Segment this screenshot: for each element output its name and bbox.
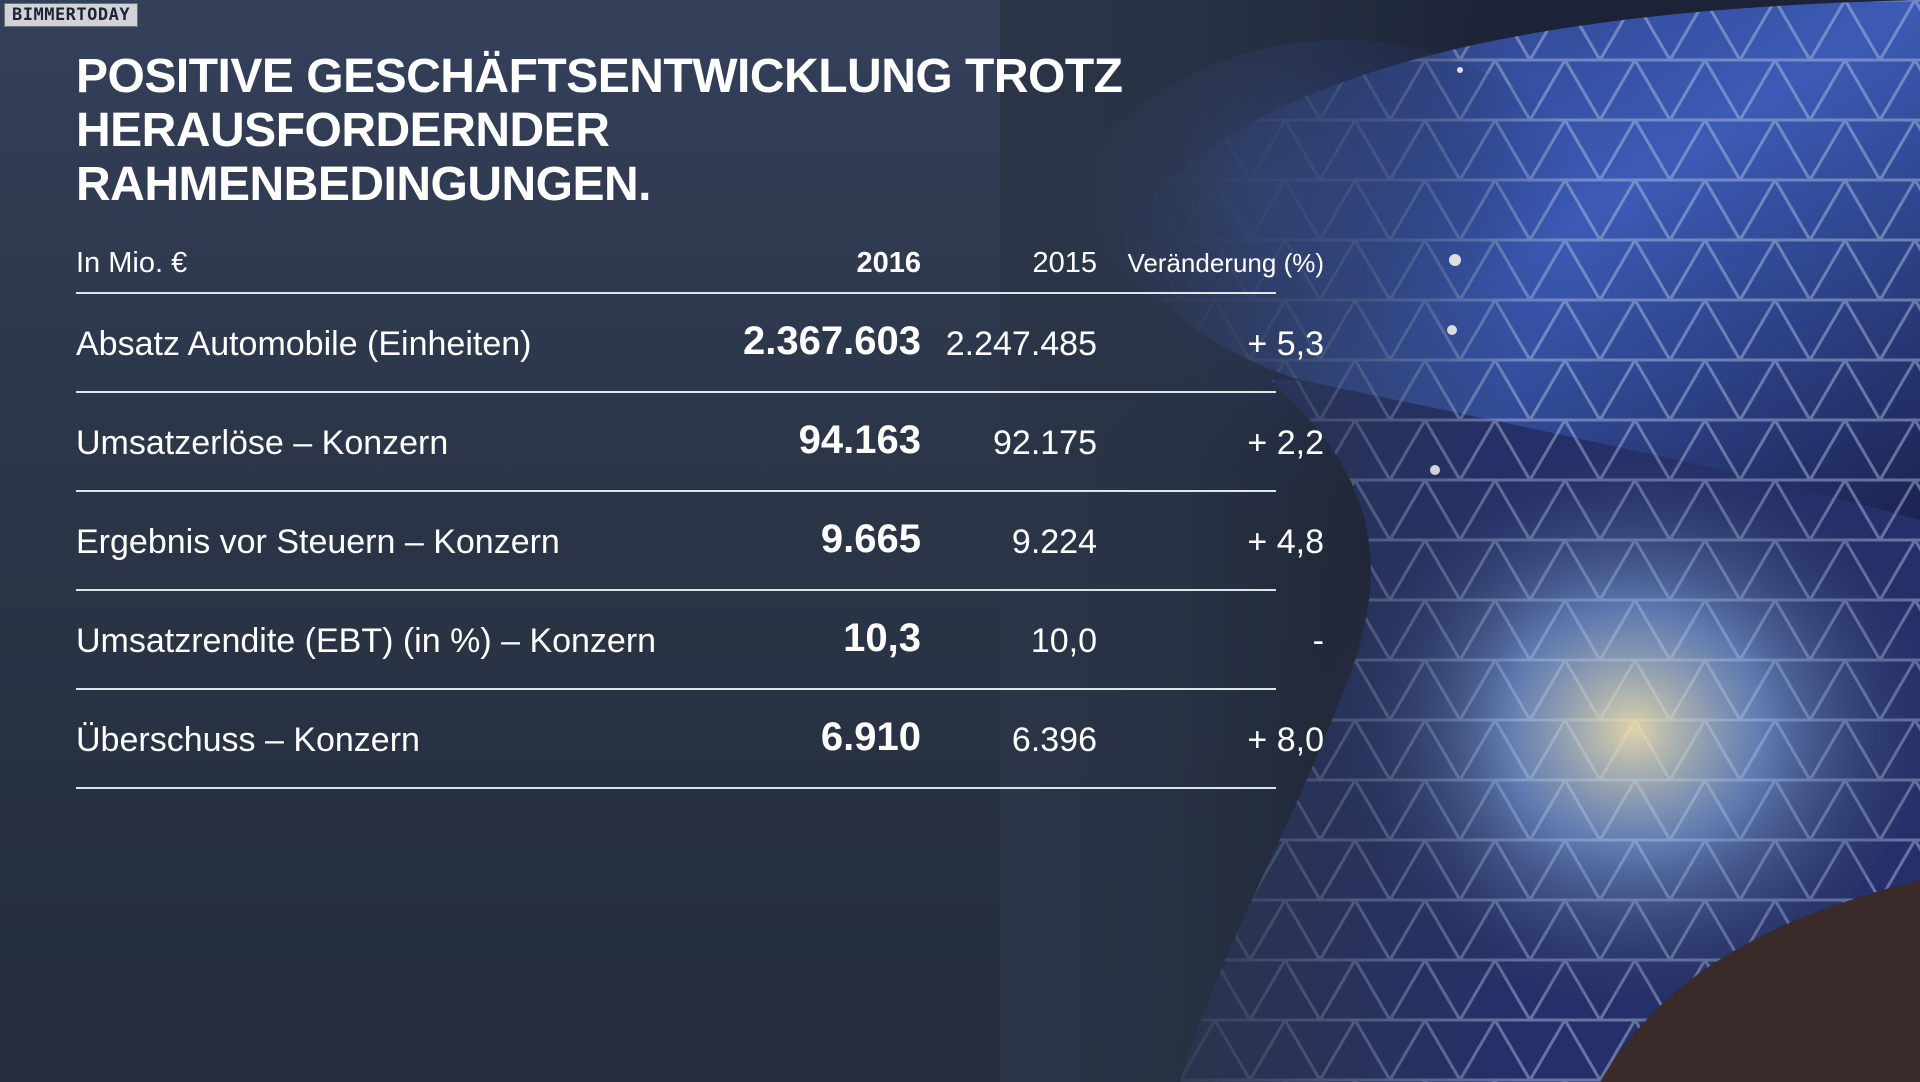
row-label: Absatz Automobile (Einheiten) [76, 325, 532, 363]
value-2016: 10,3 [843, 616, 921, 660]
value-2015: 2.247.485 [945, 325, 1097, 363]
table-header-row: In Mio. € 2016 2015 Veränderung (%) [76, 232, 1324, 294]
header-unit-label: In Mio. € [76, 247, 188, 279]
value-2015: 92.175 [993, 424, 1097, 462]
watermark-badge: BIMMERTODAY [4, 3, 139, 27]
value-change: - [1312, 622, 1324, 660]
value-change: + 2,2 [1247, 424, 1324, 462]
value-change: + 5,3 [1247, 325, 1324, 363]
value-2016: 94.163 [798, 418, 921, 462]
row-label: Umsatzrendite (EBT) (in %) – Konzern [76, 622, 657, 660]
header-change: Veränderung (%) [1127, 248, 1324, 278]
table-row: Ergebnis vor Steuern – Konzern 9.665 9.2… [76, 492, 1324, 591]
value-2016: 9.665 [820, 517, 921, 561]
table-row: Umsatzrendite (EBT) (in %) – Konzern 10,… [76, 591, 1324, 690]
table-row: Absatz Automobile (Einheiten) 2.367.603 … [76, 294, 1324, 393]
table-row: Umsatzerlöse – Konzern 94.163 92.175 + 2… [76, 393, 1324, 492]
financial-table: In Mio. € 2016 2015 Veränderung (%) Absa… [76, 232, 1324, 789]
value-2016: 2.367.603 [743, 319, 921, 363]
value-2016: 6.910 [820, 715, 921, 759]
value-change: + 4,8 [1247, 523, 1324, 561]
page-title: POSITIVE GESCHÄFTSENTWICKLUNG TROTZ HERA… [76, 50, 1176, 212]
value-2015: 10,0 [1030, 622, 1097, 660]
value-2015: 9.224 [1011, 523, 1097, 561]
title-line-1: POSITIVE GESCHÄFTSENTWICKLUNG TROTZ [76, 50, 1123, 103]
row-label: Umsatzerlöse – Konzern [76, 424, 449, 462]
table-row: Überschuss – Konzern 6.910 6.396 + 8,0 [76, 690, 1324, 789]
row-label: Ergebnis vor Steuern – Konzern [76, 523, 560, 561]
header-year-2016: 2016 [856, 247, 921, 279]
row-label: Überschuss – Konzern [76, 721, 420, 759]
value-change: + 8,0 [1247, 721, 1324, 759]
value-2015: 6.396 [1011, 721, 1097, 759]
title-line-2: HERAUSFORDERNDER RAHMENBEDINGUNGEN. [76, 104, 652, 211]
header-year-2015: 2015 [1032, 247, 1097, 279]
